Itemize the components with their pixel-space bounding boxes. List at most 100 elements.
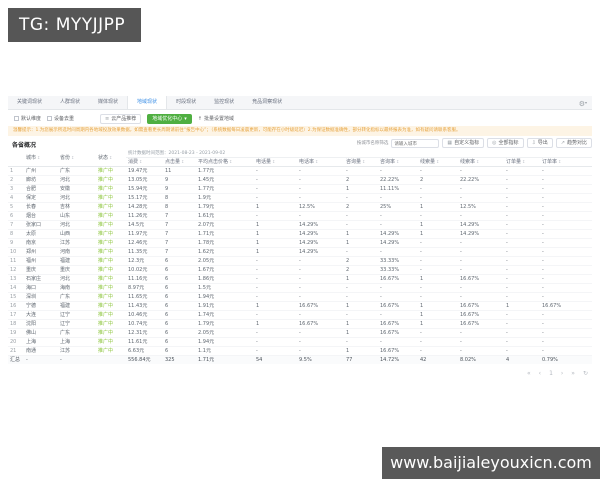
table-action-button-3[interactable]: ↗ 趋势对比	[555, 138, 592, 148]
table-cell: 11	[163, 166, 196, 176]
sort-icon: ↕	[558, 159, 562, 164]
table-cell: -	[344, 193, 378, 203]
table-row: 8 太原 山西 推广中 11.97元 7 1.71元 1 14.29% 1 14.29% 1 14.29…	[8, 229, 593, 239]
table-cell: 1.67元	[196, 265, 254, 275]
settings-gear[interactable]: ⚙▾	[579, 99, 587, 108]
column-header-metric-9[interactable]: 订单量↕	[504, 157, 540, 167]
column-header-metric-7[interactable]: 线索量↕	[418, 157, 458, 167]
city-filter-input[interactable]	[391, 138, 440, 148]
column-header-metric-8[interactable]: 线索率↕	[458, 157, 504, 167]
table-filters: 按城市名称筛选 ▦自定义指标◎全部指标⇩导出↗趋势对比	[357, 138, 592, 148]
table-cell: 16.67%	[378, 301, 418, 311]
table-cell: -	[344, 247, 378, 257]
table-cell: 9	[163, 175, 196, 185]
tab-audience[interactable]: 人群现状	[60, 99, 81, 105]
table-cell: 推广中	[96, 202, 126, 212]
table-action-button-1[interactable]: ◎ 全部指标	[487, 138, 524, 148]
tab-keyword[interactable]: 关键词现状	[17, 99, 43, 105]
table-row: 13 石家庄 河北 推广中 11.16元 6 1.86元 - -1 16.67% 1 16.67% - -	[8, 274, 593, 284]
table-cell: 1.1元	[196, 346, 254, 356]
column-header-fixed-0[interactable]: 城市↕	[24, 149, 58, 167]
cloud-recommend-button[interactable]: ≡ 云产品推荐	[100, 113, 142, 124]
table-cell: -	[540, 229, 593, 239]
table-cell: -	[504, 265, 540, 275]
chevron-down-icon: ▾	[184, 115, 187, 122]
column-header-metric-2[interactable]: 平均点击价格↕	[196, 157, 254, 167]
list-icon: ≡	[105, 115, 110, 122]
table-cell: 1.94元	[196, 292, 254, 302]
column-header-metric-3[interactable]: 电话量↕	[254, 157, 297, 167]
table-cell: -	[418, 346, 458, 356]
tab-list: 关键词现状 人群现状 媒体现状 地域现状 时段现状 监控现状 竞品洞察现状	[8, 96, 291, 109]
column-header-fixed-1[interactable]: 省份↕	[58, 149, 96, 167]
table-cell: 1.5元	[196, 283, 254, 293]
tab-monitor[interactable]: 监控现状	[214, 99, 235, 105]
table-cell: -	[458, 166, 504, 176]
table-row: 15 深圳 广东 推广中 11.65元 6 1.94元 - - - - - - - -	[8, 292, 593, 302]
table-cell: 山东	[58, 211, 96, 221]
column-header-metric-6[interactable]: 咨询率↕	[378, 157, 418, 167]
checkbox-default-dimension[interactable]: 默认维度	[14, 115, 41, 122]
button-label: 自定义指标	[454, 140, 480, 146]
tab-time[interactable]: 时段现状	[176, 99, 197, 105]
page-number[interactable]: 1	[549, 370, 553, 377]
table-cell: 33.33%	[378, 265, 418, 275]
table-cell: -	[458, 247, 504, 257]
table-cell: 14.72%	[378, 354, 418, 364]
column-header-metric-10[interactable]: 订单率↕	[540, 157, 593, 167]
table-cell: 12.31元	[126, 328, 163, 338]
tab-region[interactable]: 地域现状	[127, 96, 168, 109]
tab-media[interactable]: 媒体现状	[98, 99, 119, 105]
table-row: 3 合肥 安徽 推广中 15.94元 9 1.77元 - -1 11.11% - - - -	[8, 184, 593, 194]
table-cell: 太原	[24, 229, 58, 239]
table-cell: 16.67%	[458, 274, 504, 284]
tab-compete[interactable]: 竞品洞察现状	[252, 99, 283, 105]
sort-icon: ↕	[522, 159, 526, 164]
table-cell: -	[540, 283, 593, 293]
column-header-metric-0[interactable]: 消费↕	[126, 157, 163, 167]
table-action-button-0[interactable]: ▦ 自定义指标	[442, 138, 485, 148]
column-header-metric-4[interactable]: 电话率↕	[297, 157, 344, 167]
table-cell: 1	[418, 301, 458, 311]
sort-icon: ↕	[272, 159, 276, 164]
last-page-icon[interactable]: »	[571, 370, 575, 377]
column-header-metric-5[interactable]: 咨询量↕	[344, 157, 378, 167]
table-cell: 1	[418, 310, 458, 320]
table-cell: 烟台	[24, 211, 58, 221]
refresh-icon[interactable]: ↻	[582, 370, 588, 377]
table-cell: 1.74元	[196, 310, 254, 320]
region-table-wrap: 城市↕ 省份↕ 状态↕ 统计数据时间范围：2021-08-23 - 2021-09-0…	[8, 149, 593, 364]
prev-page-icon[interactable]: ‹	[538, 370, 542, 377]
table-cell: -	[418, 184, 458, 194]
table-cell: -	[504, 346, 540, 356]
table-cell: 556.84元	[126, 354, 163, 364]
table-cell: -	[540, 211, 593, 221]
table-cell: 7	[163, 238, 196, 248]
table-cell: -	[504, 247, 540, 257]
next-page-icon[interactable]: ›	[560, 370, 564, 377]
sort-icon: ↕	[362, 159, 366, 164]
table-cell: -	[254, 310, 297, 320]
table-cell: -	[297, 283, 344, 293]
column-label: 订单率	[542, 159, 558, 165]
column-header-fixed-2[interactable]: 状态↕	[96, 149, 126, 167]
table-cell: 推广中	[96, 283, 126, 293]
table-cell: -	[344, 292, 378, 302]
batch-region-link[interactable]: ↑ 批量设置地域	[198, 115, 234, 123]
table-cell: 11.26元	[126, 211, 163, 221]
checkbox-device-dedupe[interactable]: 设备去重	[47, 115, 74, 122]
table-cell: 10.02元	[126, 265, 163, 275]
filter-label: 按城市名称筛选	[356, 141, 389, 146]
table-cell: -	[418, 337, 458, 347]
summary-row: 汇总 - -556.84元 325 1.71元 54 9.5% 77 14.72% 42 8.02%…	[8, 354, 593, 364]
first-page-icon[interactable]: «	[526, 370, 531, 377]
table-cell: 2.05元	[196, 256, 254, 266]
region-optimize-button[interactable]: 地域优化中心 ▾	[147, 113, 192, 124]
table-cell: 推广中	[96, 211, 126, 221]
table-cell: 1	[418, 202, 458, 212]
table-cell: -	[504, 193, 540, 203]
table-cell: -	[378, 283, 418, 293]
column-header-metric-1[interactable]: 点击量↕	[163, 157, 196, 167]
table-cell: 1	[344, 274, 378, 284]
table-action-button-2[interactable]: ⇩ 导出	[526, 138, 553, 148]
